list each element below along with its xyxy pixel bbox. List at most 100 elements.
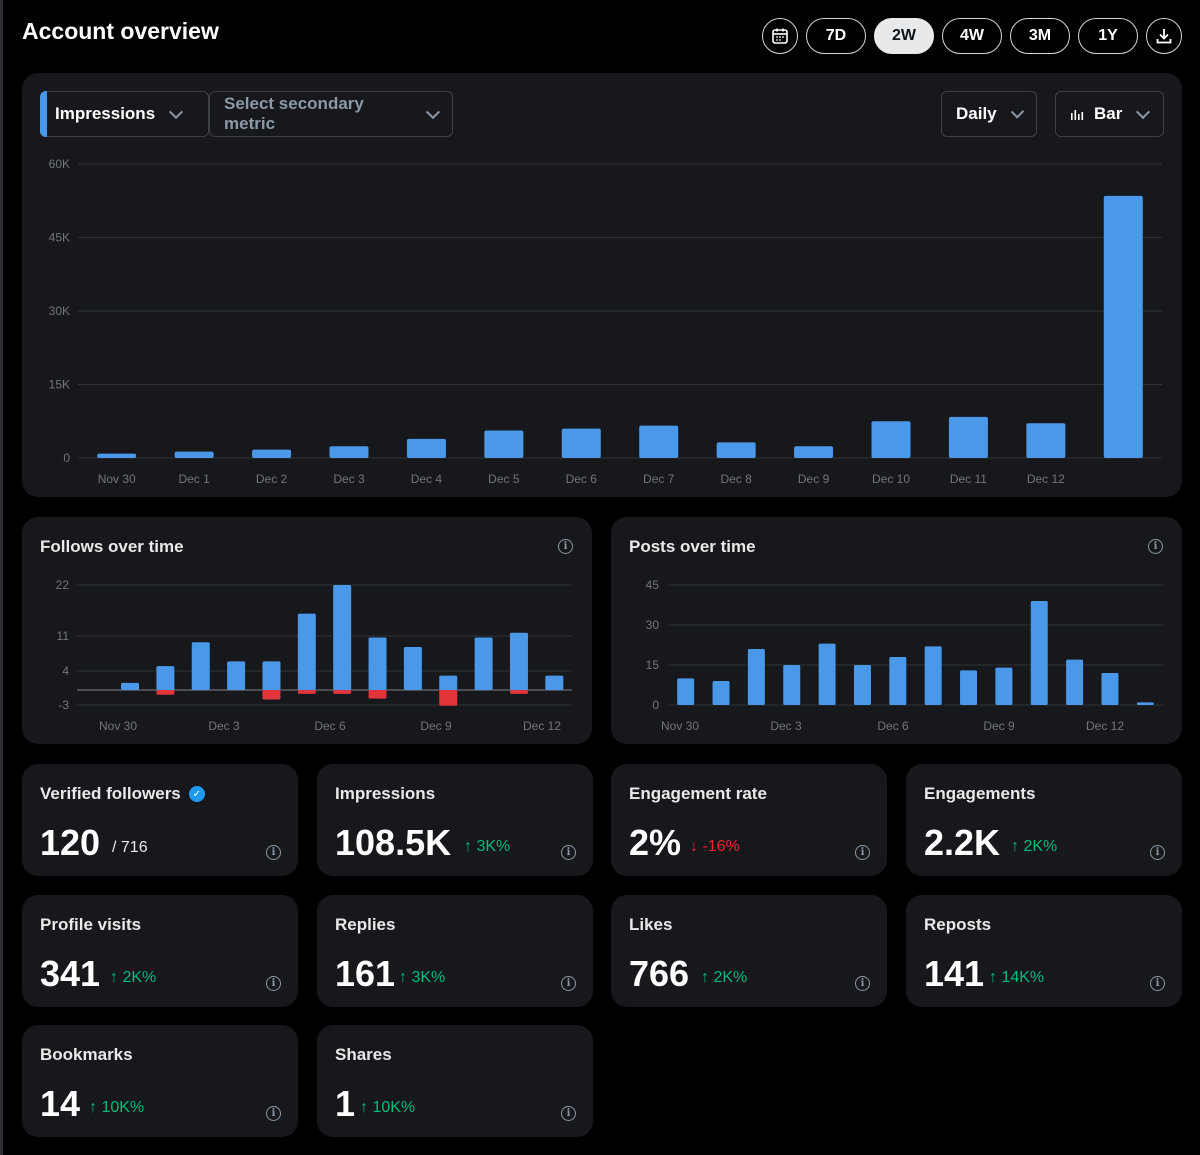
bar-gained <box>156 666 175 690</box>
range-3m-button[interactable]: 3M <box>1010 18 1070 54</box>
stat-value: 108.5K <box>335 822 452 863</box>
download-button[interactable] <box>1146 18 1182 54</box>
info-icon[interactable]: i <box>855 845 870 860</box>
info-icon[interactable]: i <box>1150 845 1165 860</box>
info-icon[interactable]: i <box>561 976 576 991</box>
stat-card-profile-visits[interactable]: Profile visits 341 ↑ 2K% i <box>22 895 298 1007</box>
stat-label-row: Verified followers ✓ <box>40 784 205 804</box>
stat-value: 341 <box>40 953 101 994</box>
bar <box>484 430 524 458</box>
info-icon[interactable]: i <box>855 976 870 991</box>
bar-gained <box>121 682 140 690</box>
stat-delta: ↑ 2K% <box>701 969 748 986</box>
info-icon[interactable]: i <box>1150 976 1165 991</box>
stat-delta: ↑ 14K% <box>989 969 1045 986</box>
primary-metric-select[interactable]: Impressions <box>40 91 209 137</box>
x-tick-label: Dec 3 <box>208 719 240 733</box>
bar-lost <box>333 690 352 694</box>
info-icon[interactable]: i <box>561 1106 576 1121</box>
bar <box>639 425 679 458</box>
stat-card-reposts[interactable]: Reposts 141 ↑ 14K% i <box>906 895 1182 1007</box>
stat-delta: ↑ 10K% <box>89 1099 145 1116</box>
left-border <box>0 0 3 1155</box>
y-tick-label: 11 <box>57 629 70 643</box>
range-1y-button[interactable]: 1Y <box>1078 18 1138 54</box>
y-tick-label: 15K <box>49 378 70 392</box>
bar <box>712 681 730 705</box>
bar <box>1026 423 1066 458</box>
stat-value: 2.2K <box>924 822 1001 863</box>
bar-gained <box>297 613 316 690</box>
x-tick-label: Nov 30 <box>661 719 699 733</box>
info-icon[interactable]: i <box>266 845 281 860</box>
calendar-icon <box>772 28 788 44</box>
info-icon[interactable]: i <box>266 1106 281 1121</box>
bar <box>948 416 988 458</box>
posts-chart-title: Posts over time <box>629 537 756 556</box>
follows-chart-card: Follows over time i 22 11 4 -3 Nov 30 Dec 3 De… <box>22 517 592 744</box>
y-tick-label: 45K <box>49 231 70 245</box>
stat-delta: ↑ 3K% <box>399 969 446 986</box>
x-tick-label: Dec 2 <box>256 472 288 486</box>
bar <box>1103 195 1143 458</box>
bar-gained <box>368 637 387 690</box>
bar <box>252 449 292 458</box>
chart-type-label: Bar <box>1094 104 1123 123</box>
stat-value: 161 <box>335 953 396 994</box>
bar-lost <box>439 690 458 706</box>
info-icon[interactable]: i <box>266 976 281 991</box>
stat-card-verified-followers[interactable]: Verified followers ✓ 120 / 716 i <box>22 764 298 876</box>
x-tick-label: Dec 12 <box>523 719 561 733</box>
download-icon <box>1156 29 1172 44</box>
bar <box>995 667 1013 705</box>
bar <box>747 649 765 705</box>
date-range-bar: 7D 2W 4W 3M 1Y <box>762 18 1182 54</box>
bar <box>1066 659 1084 705</box>
bar-lost <box>156 690 175 695</box>
bar <box>889 657 907 705</box>
bar-gained <box>333 585 352 690</box>
x-tick-label: Dec 12 <box>1086 719 1124 733</box>
secondary-metric-placeholder: Select secondary metric <box>224 94 364 133</box>
calendar-button[interactable] <box>762 18 798 54</box>
x-tick-label: Dec 12 <box>1027 472 1065 486</box>
bar <box>960 670 978 705</box>
y-tick-label: 30K <box>49 304 70 318</box>
impressions-chart-card: Impressions Select secondary metric Dail… <box>22 73 1182 497</box>
bar <box>794 446 834 458</box>
range-7d-button[interactable]: 7D <box>806 18 866 54</box>
y-tick-label: 0 <box>63 451 70 465</box>
info-icon[interactable]: i <box>561 845 576 860</box>
bar <box>677 678 695 705</box>
range-4w-button[interactable]: 4W <box>942 18 1002 54</box>
bar <box>174 451 214 458</box>
x-tick-label: Dec 5 <box>488 472 520 486</box>
metric-color-swatch <box>40 91 47 137</box>
bar-gained <box>191 642 210 690</box>
x-tick-label: Dec 3 <box>770 719 802 733</box>
stat-card-engagements[interactable]: Engagements 2.2K ↑ 2K% i <box>906 764 1182 876</box>
x-tick-label: Dec 8 <box>720 472 752 486</box>
stat-label: Verified followers <box>40 784 181 803</box>
chart-type-select[interactable]: Bar <box>1055 91 1164 137</box>
range-2w-button[interactable]: 2W <box>874 18 934 54</box>
x-tick-label: Dec 7 <box>643 472 675 486</box>
granularity-select[interactable]: Daily <box>941 91 1037 137</box>
stat-card-engagement-rate[interactable]: Engagement rate 2% ↓ -16% i <box>611 764 887 876</box>
secondary-metric-select[interactable]: Select secondary metric <box>209 91 453 137</box>
bar-lost <box>368 690 387 699</box>
stat-card-impressions[interactable]: Impressions 108.5K ↑ 3K% i <box>317 764 593 876</box>
stat-card-bookmarks[interactable]: Bookmarks 14 ↑ 10K% i <box>22 1025 298 1137</box>
stat-card-shares[interactable]: Shares 1 ↑ 10K% i <box>317 1025 593 1137</box>
x-tick-label: Dec 6 <box>877 719 909 733</box>
stat-value: 141 <box>924 953 985 994</box>
info-icon[interactable]: i <box>558 539 573 554</box>
stat-label: Reposts <box>924 915 992 934</box>
stat-card-likes[interactable]: Likes 766 ↑ 2K% i <box>611 895 887 1007</box>
verified-badge-icon: ✓ <box>188 786 205 802</box>
y-tick-label: 45 <box>646 578 660 592</box>
stat-card-replies[interactable]: Replies 161 ↑ 3K% i <box>317 895 593 1007</box>
info-icon[interactable]: i <box>1148 539 1163 554</box>
x-tick-label: Nov 30 <box>98 472 136 486</box>
